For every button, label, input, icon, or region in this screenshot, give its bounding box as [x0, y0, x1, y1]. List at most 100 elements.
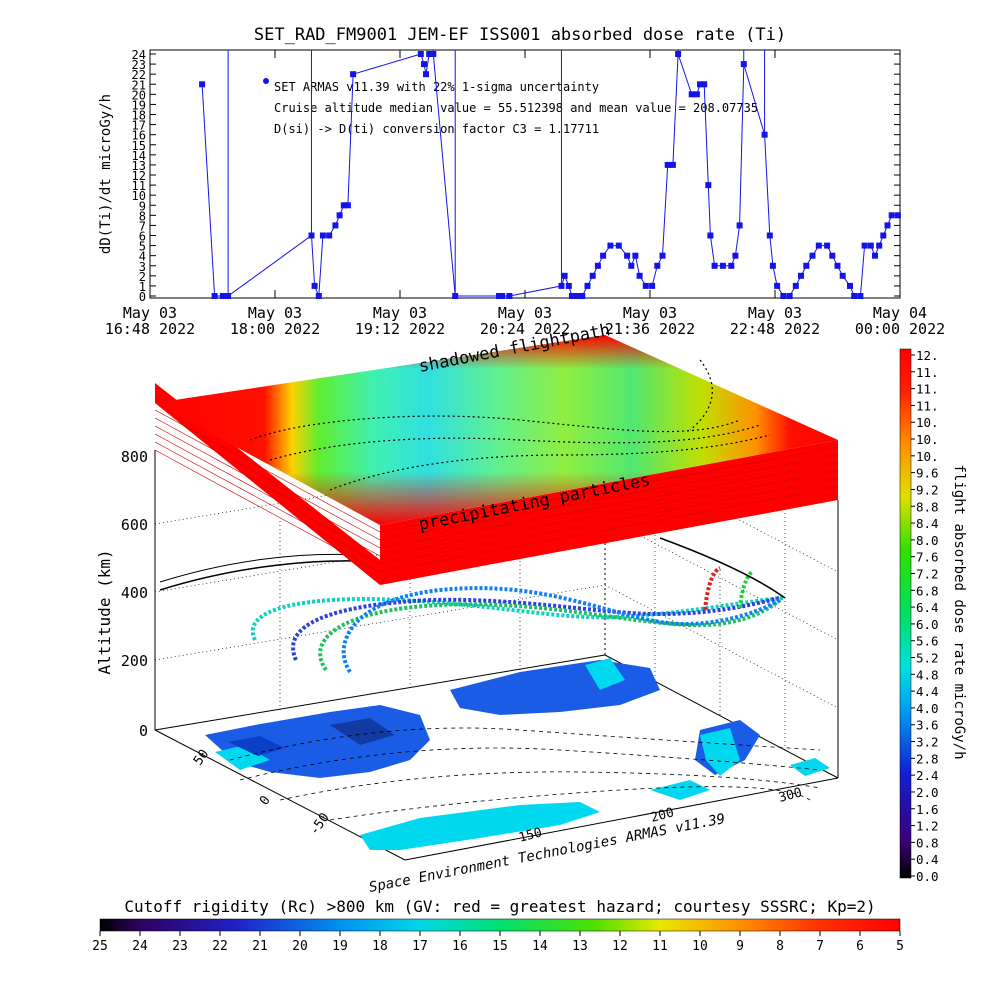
- data-point: [615, 242, 622, 249]
- data-point: [761, 131, 768, 138]
- flightpath-curve: [738, 570, 754, 609]
- colorbar-tick-label: 25: [92, 939, 108, 954]
- data-point: [803, 262, 810, 269]
- colorbar-tick-label: 11.: [916, 398, 939, 413]
- data-point: [340, 202, 347, 209]
- map-landmass: [228, 736, 285, 756]
- data-point: [649, 282, 656, 289]
- data-point: [308, 232, 315, 239]
- data-point: [719, 262, 726, 269]
- x-tick-label: 19:12 2022: [355, 320, 445, 338]
- data-point: [876, 242, 883, 249]
- annotation-line: Cruise altitude median value = 55.512398…: [274, 101, 758, 115]
- colorbar-tick-label: 2.0: [916, 785, 939, 800]
- colorbar-tick-label: 6: [856, 939, 864, 954]
- data-point: [774, 282, 781, 289]
- x-tick-label: May 03: [248, 304, 302, 322]
- colorbar-tick-label: 9.6: [916, 466, 939, 481]
- map-landmass: [650, 780, 710, 800]
- y-tick-label: 20: [132, 88, 146, 102]
- y-tick-label: 1: [139, 280, 146, 294]
- flightpath-curve: [250, 596, 786, 641]
- flightpath-shadow: [159, 553, 361, 583]
- x-tick-label: 22:48 2022: [730, 320, 820, 338]
- colorbar-tick-label: 1.6: [916, 802, 939, 817]
- colorbar-tick-label: 9.2: [916, 482, 939, 497]
- data-point: [786, 293, 793, 299]
- data-point: [421, 61, 427, 68]
- data-point: [664, 161, 671, 168]
- colorbar-tick-label: 11: [652, 939, 668, 954]
- y-tick-label: 13: [132, 159, 146, 173]
- x-tick-label: 16:48 2022: [105, 320, 195, 338]
- x-tick-label: 18:00 2022: [230, 320, 320, 338]
- data-point: [740, 61, 747, 68]
- colorbar-tick-label: 7.6: [916, 550, 939, 565]
- map-landmass: [360, 802, 600, 850]
- colorbar-tick-label: 3.6: [916, 718, 939, 733]
- y-tick-label: 0: [139, 290, 146, 304]
- colorbar-label: flight absorbed dose rate microGy/h: [951, 464, 967, 759]
- data-point: [568, 293, 575, 299]
- flightpath-curves: [159, 537, 786, 674]
- data-point: [430, 51, 437, 57]
- latitude-tick-label: -50: [307, 810, 333, 838]
- data-point: [728, 262, 735, 269]
- colorbar-tick-label: 2.4: [916, 768, 939, 783]
- colorbar-tick-label: 8.8: [916, 499, 939, 514]
- colorbar-tick-label: 12.: [916, 348, 939, 363]
- x-tick-label: 00:00 2022: [855, 320, 945, 338]
- world-map-floor: [205, 658, 830, 850]
- y-tick-label: 4: [139, 250, 146, 264]
- annotation-marker: [263, 78, 269, 84]
- longitude-tick-label: 150: [517, 825, 544, 846]
- colorbar-tick-label: 23: [172, 939, 188, 954]
- data-point: [880, 232, 887, 239]
- colorbar-tick-label: 9: [736, 939, 744, 954]
- data-point: [311, 282, 318, 289]
- data-point: [211, 293, 218, 299]
- data-point: [834, 262, 841, 269]
- colorbar-tick-label: 21: [252, 939, 268, 954]
- data-point: [423, 71, 429, 78]
- latitude-tick-label: 0: [257, 793, 274, 808]
- ground-track-lines: [229, 727, 821, 821]
- flightpath-3d-plot: 0 200 400 600 800 Altitude (km): [95, 320, 839, 896]
- data-point: [894, 212, 901, 219]
- annotations: SET ARMAS v11.39 with 22% 1-sigma uncert…: [263, 78, 758, 136]
- data-point: [417, 51, 424, 57]
- x-tick-label: May 03: [373, 304, 427, 322]
- x-tick-label: May 03: [123, 304, 177, 322]
- longitude-tick-label: 200: [649, 805, 676, 826]
- colorbar-ticks: 0.00.40.81.21.62.02.42.83.23.64.04.44.85…: [911, 348, 939, 884]
- colorbar-tick-label: 7.2: [916, 566, 939, 581]
- colorbar-tick-label: 24: [132, 939, 148, 954]
- data-point: [659, 252, 666, 259]
- cutoff-rigidity-colorbar: Cutoff rigidity (Rc) >800 km (GV: red = …: [92, 897, 904, 954]
- data-point: [589, 272, 596, 279]
- colorbar-tick-label: 18: [372, 939, 388, 954]
- data-point: [732, 252, 739, 259]
- data-point: [711, 262, 718, 269]
- data-point: [350, 71, 357, 78]
- data-point: [766, 232, 773, 239]
- y-tick-label: 2: [139, 270, 146, 284]
- data-point: [792, 282, 799, 289]
- x-tick-label: May 03: [623, 304, 677, 322]
- annotation-line: D(si) -> D(ti) conversion factor C3 = 1.…: [274, 122, 599, 136]
- latitude-tick-label: 50: [191, 747, 212, 768]
- dose-rate-series: [199, 50, 901, 299]
- y-tick-label: 16: [132, 129, 146, 143]
- data-point: [701, 81, 708, 88]
- data-point: [693, 91, 700, 98]
- x-tick-label: May 03: [498, 304, 552, 322]
- colorbar-fill: [99, 918, 901, 932]
- data-point: [769, 262, 776, 269]
- y-tick-label: 19: [132, 98, 146, 112]
- data-point: [861, 242, 868, 249]
- colorbar-tick-label: 6.0: [916, 617, 939, 632]
- data-point: [809, 252, 816, 259]
- altitude-ticks: 0 200 400 600 800: [121, 448, 148, 740]
